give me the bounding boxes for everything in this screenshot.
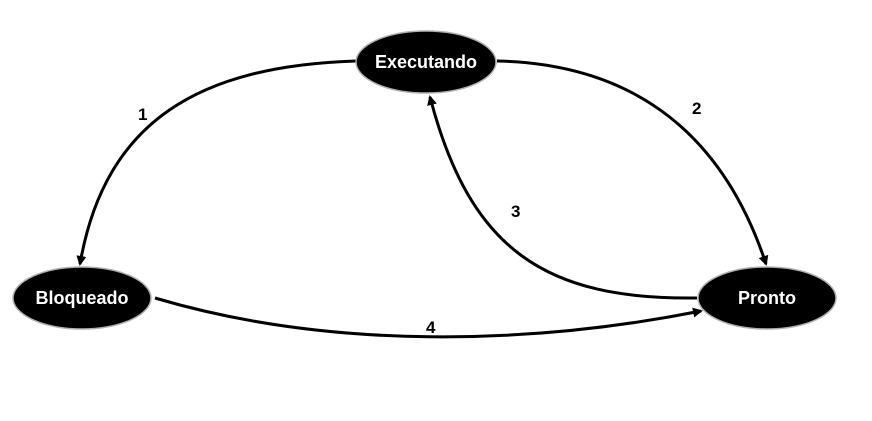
edge-1-arrow: [76, 59, 357, 266]
node-executando-label: Executando: [375, 52, 477, 72]
edge-1: 1: [76, 59, 357, 266]
node-pronto: Pronto: [697, 266, 837, 330]
node-bloqueado: Bloqueado: [12, 266, 152, 330]
node-executando-shape: [355, 30, 497, 94]
node-pronto-shape: [697, 266, 837, 330]
edge-2-label: 2: [692, 99, 701, 118]
node-bloqueado-shape: [12, 266, 152, 330]
edge-4-label: 4: [426, 318, 436, 337]
edge-1-label: 1: [138, 105, 147, 124]
edge-3-label: 3: [511, 202, 520, 221]
edge-4-arrow: [154, 296, 703, 339]
edge-2-arrow: [496, 59, 769, 266]
edge-3-arrow: [427, 95, 698, 300]
edge-2: 2: [496, 59, 769, 266]
node-pronto-label: Pronto: [738, 288, 796, 308]
edge-4: 4: [154, 296, 703, 339]
node-bloqueado-label: Bloqueado: [36, 288, 129, 308]
node-executando: Executando: [355, 30, 497, 94]
edge-3: 3: [427, 95, 698, 300]
